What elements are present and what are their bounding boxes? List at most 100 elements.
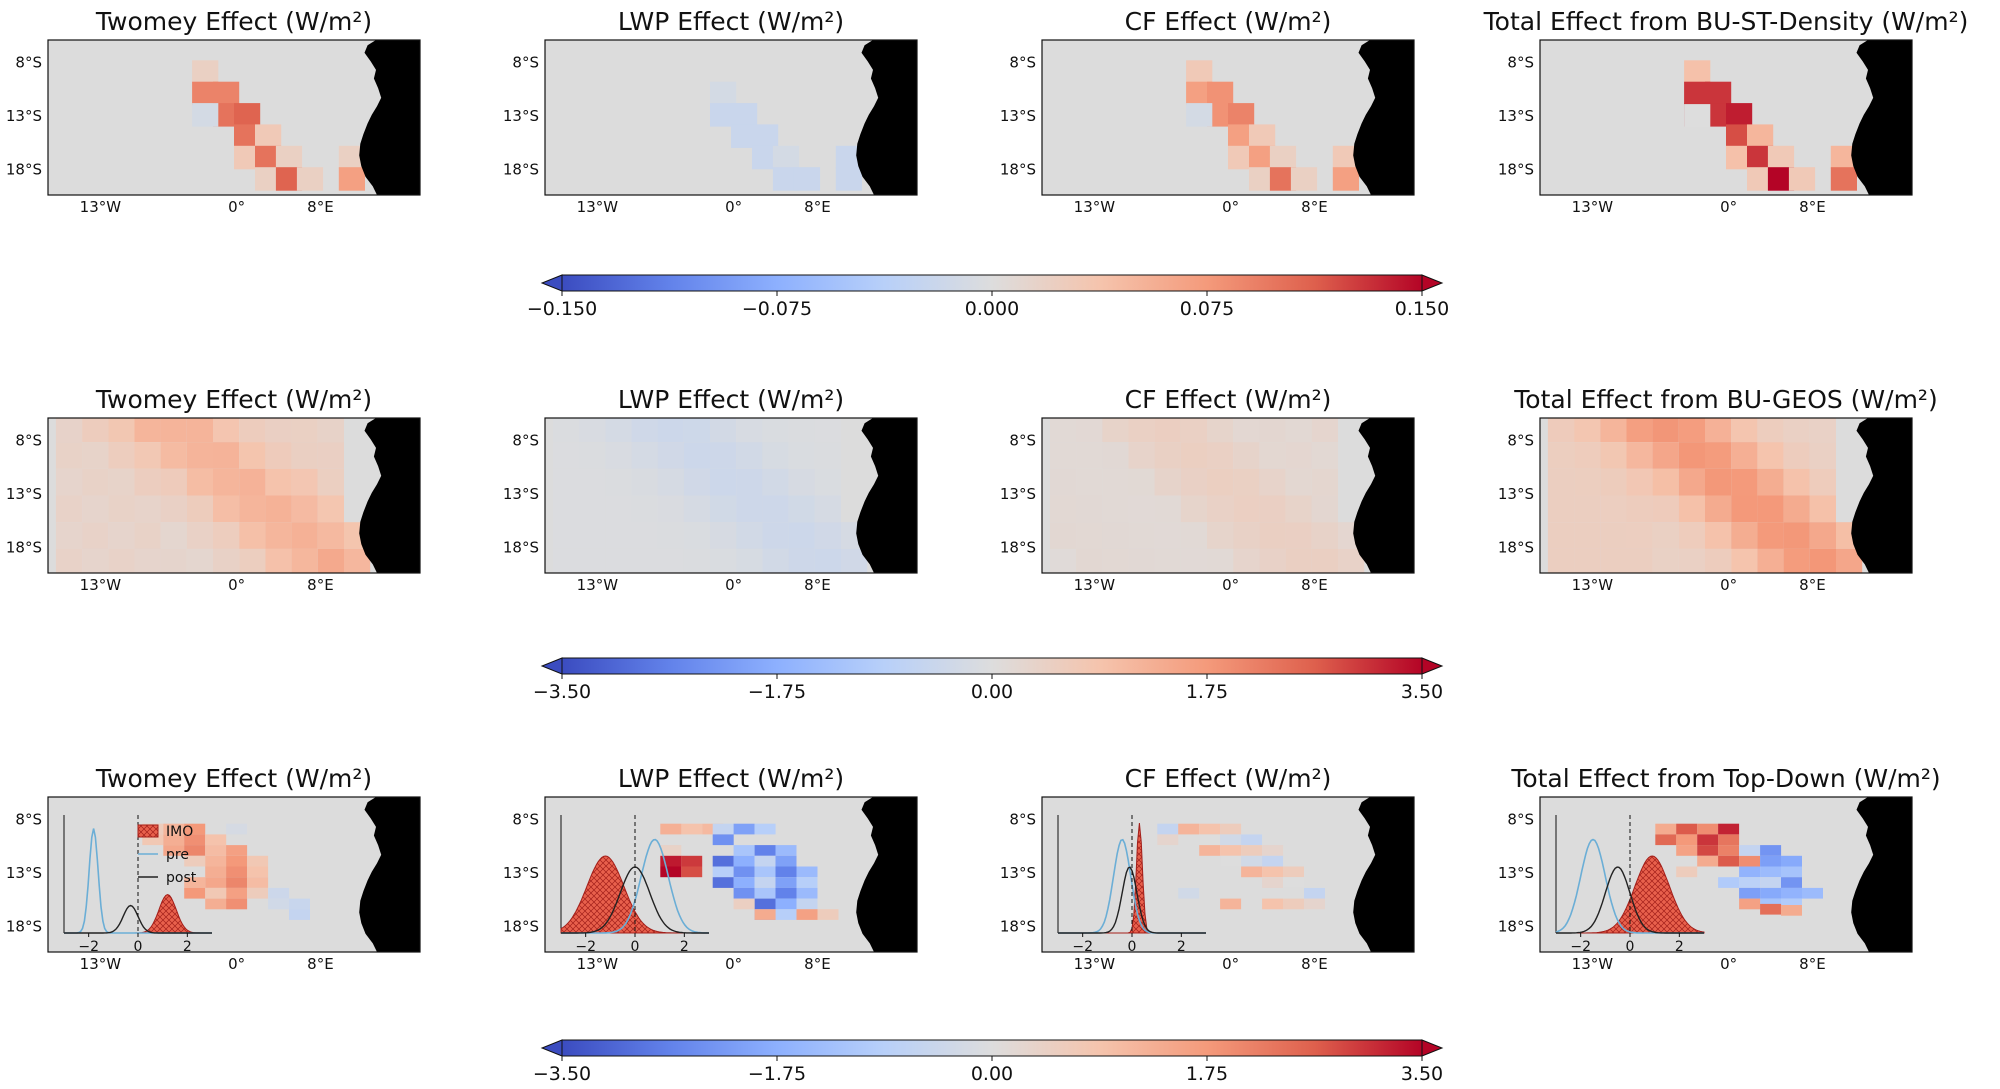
grid-cell: [1726, 124, 1753, 148]
grid-cell: [1259, 522, 1286, 549]
grid-cell: [1747, 124, 1774, 148]
grid-cell: [1697, 845, 1719, 856]
grid-cell: [291, 418, 318, 442]
grid-cell: [1207, 468, 1234, 496]
grid-cell: [1259, 442, 1286, 469]
imo-distribution: [1556, 855, 1705, 934]
grid-cell: [1290, 167, 1318, 191]
grid-cell: [1259, 468, 1286, 496]
grid-cell: [1102, 522, 1129, 549]
grid-cell: [1574, 442, 1601, 469]
grid-cell: [605, 468, 632, 496]
grid-cell: [1157, 823, 1179, 835]
grid-cell: [1311, 495, 1338, 523]
land-mask: [359, 418, 420, 573]
grid-cell: [108, 495, 135, 523]
grid-cell: [1676, 845, 1698, 856]
grid-cell: [1652, 548, 1679, 573]
land-mask: [1353, 418, 1414, 573]
grid-cell: [289, 898, 310, 910]
lat-tick-label: 13°S: [1000, 485, 1036, 503]
grid-cell: [338, 145, 365, 170]
grid-cell: [1049, 418, 1077, 442]
grid-cell: [1574, 548, 1601, 573]
grid-cell: [817, 909, 839, 920]
grid-cell: [289, 909, 310, 920]
grid-cell: [1757, 418, 1784, 442]
grid-cell: [265, 468, 292, 496]
grid-cell: [772, 145, 800, 170]
grid-cell: [712, 866, 734, 878]
lon-tick-label: 13°W: [1074, 576, 1116, 594]
grid-cell: [1180, 442, 1207, 469]
inset-tick-label: 2: [680, 939, 689, 955]
map-frame: [47, 417, 421, 574]
grid-cell: [631, 522, 658, 549]
grid-cell: [1788, 167, 1816, 191]
grid-cell: [160, 495, 187, 523]
grid-cell: [1186, 81, 1213, 106]
grid-cell: [55, 522, 83, 549]
panel-title: LWP Effect (W/m²): [618, 764, 844, 793]
panel-title: CF Effect (W/m²): [1125, 764, 1332, 793]
grid-cell: [1757, 548, 1784, 573]
grid-cell: [793, 167, 821, 191]
grid-cell: [82, 495, 109, 523]
grid-cell: [762, 418, 789, 442]
grid-cell: [1186, 60, 1213, 84]
grid-cell: [213, 418, 240, 442]
lat-tick-label: 13°S: [6, 485, 42, 503]
lat-tick-label: 13°S: [1000, 107, 1036, 125]
grid-cell: [1652, 495, 1679, 523]
grid-cell: [552, 418, 580, 442]
grid-cell: [1809, 468, 1836, 496]
grid-cell: [1760, 866, 1782, 878]
colorbar-gradient: [561, 1039, 1423, 1057]
grid-cell: [142, 834, 164, 846]
grid-cell: [1049, 495, 1077, 523]
lat-tick-label: 8°S: [512, 810, 539, 828]
grid-cell: [108, 418, 135, 442]
map-frame: [1041, 39, 1415, 196]
grid-cell: [1285, 468, 1312, 496]
lat-tick-label: 8°S: [512, 53, 539, 71]
grid-cell: [1783, 418, 1810, 442]
lon-tick-label: 13°W: [1074, 198, 1116, 216]
inset-tick-label: 2: [183, 939, 192, 955]
panel-r3-c3: CF Effect (W/m²) 8°S 13°S 18°S 13°W 0° 8°E −2 0 2: [1000, 764, 1415, 973]
colorbar-tick-label: 3.50: [1401, 1063, 1443, 1085]
grid-cell: [1718, 823, 1740, 835]
grid-cell: [317, 522, 344, 549]
grid-cell: [712, 877, 734, 888]
grid-cell: [754, 823, 776, 835]
grid-cell: [1600, 548, 1627, 573]
grid-cell: [226, 898, 248, 910]
grid-cell: [82, 418, 109, 442]
grid-cell: [1547, 418, 1575, 442]
grid-cell: [338, 167, 365, 191]
grid-cell: [733, 823, 755, 835]
grid-cell: [657, 468, 684, 496]
grid-cell: [731, 103, 758, 127]
grid-cell: [1076, 468, 1103, 496]
grid-cell: [1262, 845, 1284, 856]
inset-axes: −2 0 2 IMO pre post: [63, 815, 212, 955]
lon-tick-label: 0°: [1222, 198, 1239, 216]
grid-cell: [1705, 418, 1732, 442]
map-frame: [1041, 417, 1415, 574]
map-frame: [47, 39, 421, 196]
colorbar-extend-max: [1421, 274, 1444, 292]
map-frame: [47, 796, 421, 953]
grid-cell: [754, 909, 776, 920]
grid-cell: [1076, 548, 1103, 573]
grid-cell: [1269, 145, 1297, 170]
grid-cell: [213, 468, 240, 496]
grid-cell: [1781, 877, 1802, 888]
grid-cell: [1757, 522, 1784, 549]
grid-cell: [184, 845, 206, 856]
grid-cell: [265, 522, 292, 549]
grid-cell: [683, 495, 710, 523]
grid-cell: [1697, 823, 1719, 835]
grid-cell: [1718, 855, 1740, 867]
grid-cell: [579, 522, 606, 549]
